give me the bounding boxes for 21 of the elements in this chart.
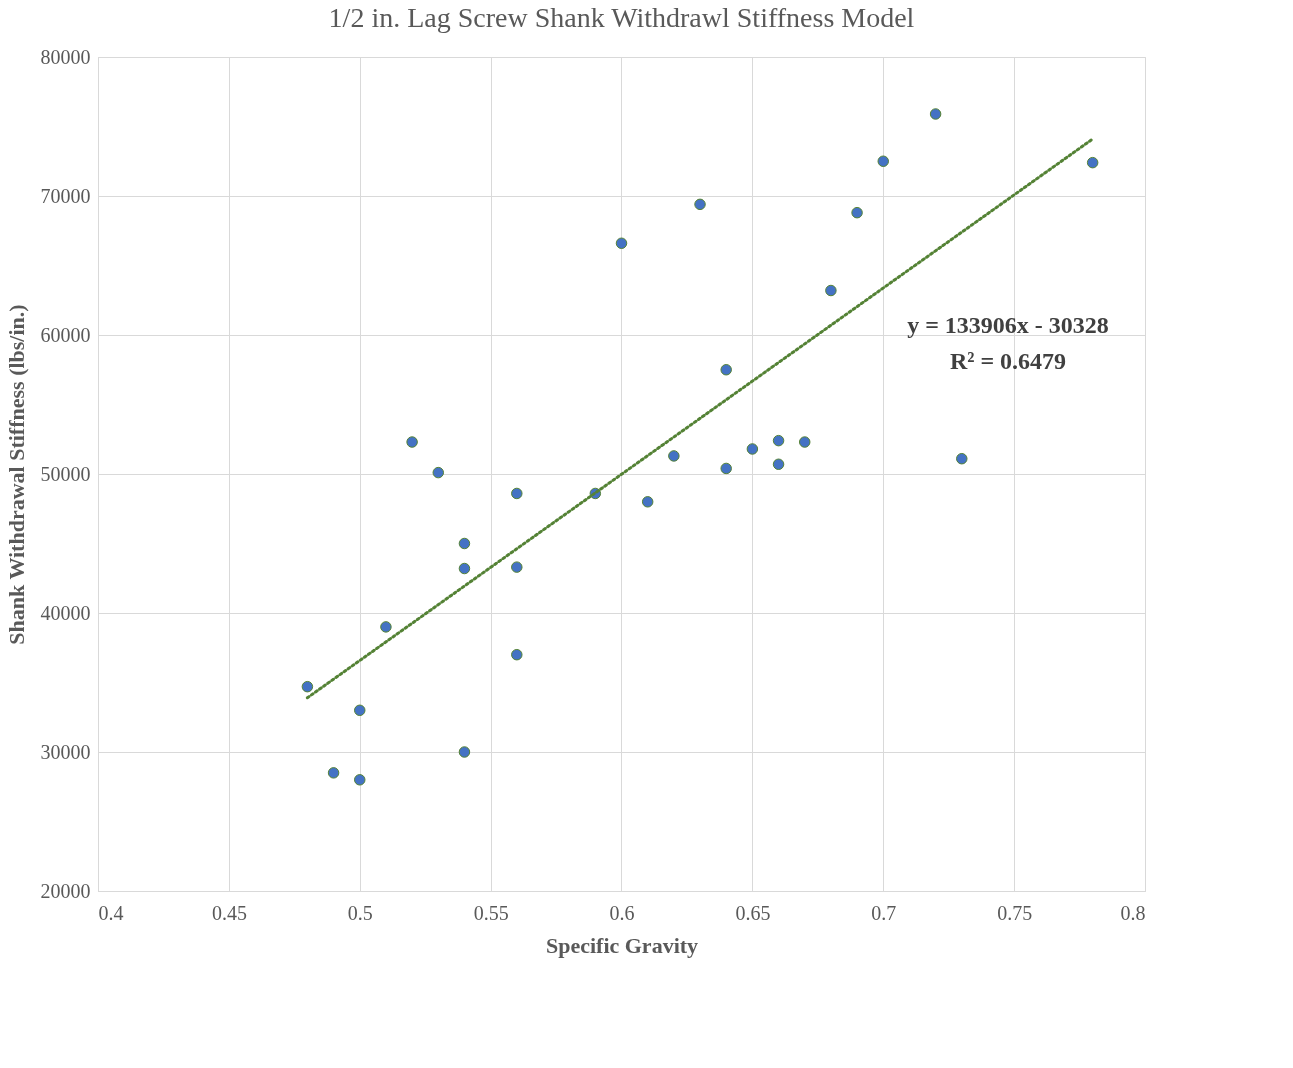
y-tick-label: 60000: [40, 323, 91, 346]
y-axis-title: Shank Withdrawal Stiffness (lbs/in.): [3, 304, 29, 645]
y-tick-label: 20000: [40, 879, 91, 902]
x-tick-label: 0.55: [473, 901, 509, 924]
x-tick-label: 0.7: [871, 901, 897, 924]
x-tick-label: 0.75: [997, 901, 1033, 924]
y-tick-label: 80000: [40, 45, 91, 68]
x-tick-label: 0.45: [211, 901, 247, 924]
x-axis-title: Specific Gravity: [545, 932, 699, 958]
annotation: y = 133906x - 30328: [907, 312, 1109, 338]
x-tick-label: 0.65: [735, 901, 771, 924]
x-tick-label: 0.4: [98, 901, 124, 924]
y-tick-label: 40000: [40, 601, 91, 624]
x-tick-label: 0.6: [609, 901, 635, 924]
y-tick-label: 70000: [40, 184, 91, 207]
x-tick-label: 0.5: [347, 901, 373, 924]
chart-title: 1/2 in. Lag Screw Shank Withdrawl Stiffness Model: [328, 2, 915, 33]
x-tick-label: 0.8: [1120, 901, 1146, 924]
y-tick-label: 30000: [40, 740, 91, 763]
annotation: R² = 0.6479: [949, 348, 1067, 374]
y-tick-label: 50000: [40, 462, 91, 485]
